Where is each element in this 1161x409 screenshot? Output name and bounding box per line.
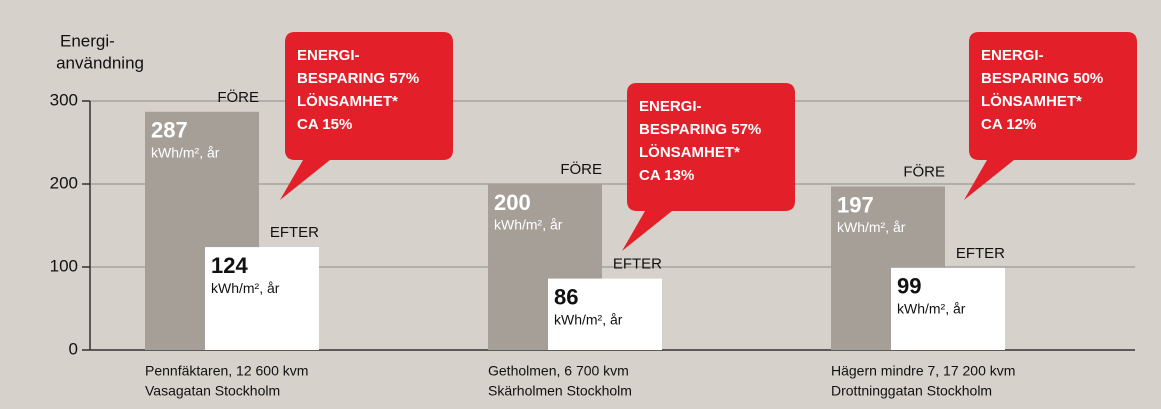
- callout-text: CA 15%: [297, 116, 352, 133]
- callout-bubble: [280, 32, 453, 200]
- callout-text: BESPARING 57%: [639, 121, 761, 138]
- unit-label: kWh/m², år: [554, 311, 623, 327]
- callout-text: ENERGI-: [297, 47, 360, 64]
- callout-text: LÖNSAMHET*: [297, 93, 398, 110]
- x-tick-label: Vasagatan Stockholm: [145, 383, 280, 399]
- value-label: 197: [837, 192, 874, 217]
- x-tick-label: Pennfäktaren, 12 600 kvm: [145, 363, 308, 379]
- unit-label: kWh/m², år: [837, 219, 906, 235]
- callout-bubble: [964, 32, 1137, 200]
- series-label: FÖRE: [217, 88, 259, 106]
- x-tick-label: Getholmen, 6 700 kvm: [488, 363, 629, 379]
- callout-bubble: [622, 83, 795, 251]
- bar: [205, 247, 319, 350]
- value-label: 86: [554, 284, 578, 309]
- callout-text: BESPARING 57%: [297, 70, 419, 87]
- series-label: EFTER: [270, 224, 319, 241]
- callout-text: CA 12%: [981, 116, 1036, 133]
- value-label: 124: [211, 253, 248, 278]
- y-tick-label: 300: [50, 90, 78, 109]
- callout-text: ENERGI-: [639, 98, 702, 115]
- callout-text: LÖNSAMHET*: [639, 144, 740, 161]
- bar: [891, 267, 1005, 350]
- bar: [548, 278, 662, 350]
- callout-text: ENERGI-: [981, 47, 1044, 64]
- value-label: 287: [151, 118, 188, 143]
- y-axis-label: användning: [56, 53, 144, 72]
- series-label: EFTER: [956, 245, 1005, 262]
- unit-label: kWh/m², år: [211, 280, 280, 296]
- series-label: EFTER: [613, 256, 662, 273]
- value-label: 99: [897, 274, 921, 299]
- unit-label: kWh/m², år: [897, 301, 966, 317]
- value-label: 200: [494, 190, 531, 215]
- y-tick-label: 200: [50, 173, 78, 192]
- unit-label: kWh/m², år: [151, 144, 220, 160]
- unit-label: kWh/m², år: [494, 217, 563, 233]
- callout-text: CA 13%: [639, 167, 694, 184]
- x-tick-label: Hägern mindre 7, 17 200 kvm: [831, 363, 1015, 379]
- callout-text: BESPARING 50%: [981, 70, 1103, 87]
- y-axis-label: Energi-: [60, 31, 115, 50]
- series-label: FÖRE: [560, 160, 602, 178]
- y-tick-label: 0: [69, 339, 78, 358]
- series-label: FÖRE: [903, 162, 945, 180]
- y-tick-label: 100: [50, 256, 78, 275]
- x-tick-label: Skärholmen Stockholm: [488, 383, 632, 399]
- x-tick-label: Drottninggatan Stockholm: [831, 383, 992, 399]
- callout-text: LÖNSAMHET*: [981, 93, 1082, 110]
